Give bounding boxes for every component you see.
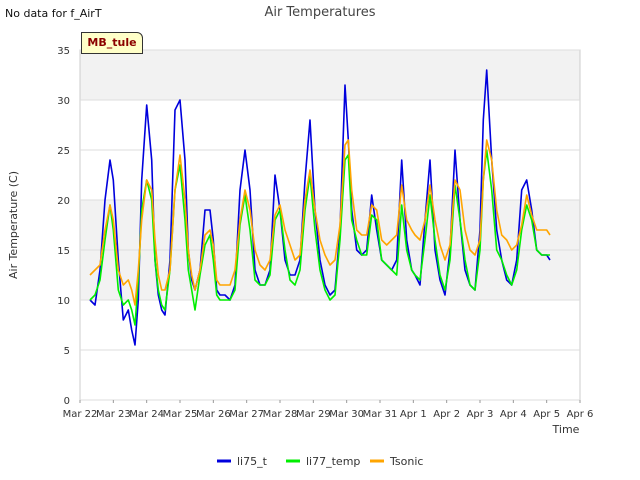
x-tick-label: Mar 31 xyxy=(363,409,398,420)
no-data-note: No data for f_AirT xyxy=(5,7,102,20)
x-tick-label: Apr 2 xyxy=(433,409,460,420)
y-tick-label: 0 xyxy=(64,396,70,407)
y-tick-label: 20 xyxy=(57,196,70,207)
legend-label: li75_t xyxy=(237,455,268,468)
x-tick-label: Mar 28 xyxy=(263,409,298,420)
series-line-li77_temp xyxy=(89,149,550,326)
site-badge: MB_tule xyxy=(81,32,143,54)
x-tick-label: Mar 23 xyxy=(96,409,131,420)
series-line-Tsonic xyxy=(89,139,551,306)
y-axis-ticks: 0 5 10 15 20 25 30 35 xyxy=(57,46,70,407)
series-lines xyxy=(89,69,551,346)
x-tick-label: Mar 22 xyxy=(63,409,98,420)
y-tick-label: 15 xyxy=(57,246,70,257)
y-tick-label: 30 xyxy=(57,96,70,107)
x-tick-label: Mar 25 xyxy=(163,409,198,420)
x-tick-label: Mar 29 xyxy=(296,409,331,420)
y-axis-label: Air Temperature (C) xyxy=(7,171,20,279)
x-tick-label: Apr 3 xyxy=(467,409,494,420)
x-tick-label: Apr 6 xyxy=(567,409,594,420)
legend-label: Tsonic xyxy=(389,455,423,468)
chart-title: Air Temperatures xyxy=(264,5,375,20)
y-tick-label: 35 xyxy=(57,46,70,57)
x-tick-label: Apr 4 xyxy=(500,409,527,420)
x-tick-label: Apr 1 xyxy=(400,409,427,420)
background-band xyxy=(80,50,580,100)
x-tick-label: Mar 24 xyxy=(129,409,164,420)
x-tick-label: Mar 26 xyxy=(196,409,231,420)
x-tick-label: Apr 5 xyxy=(533,409,560,420)
y-tick-label: 10 xyxy=(57,296,70,307)
x-tick-label: Mar 27 xyxy=(229,409,264,420)
legend: li75_t li77_temp Tsonic xyxy=(217,455,423,468)
x-tick-label: Mar 30 xyxy=(329,409,364,420)
x-axis-label: Time xyxy=(552,423,580,436)
legend-label: li77_temp xyxy=(306,455,360,468)
y-tick-label: 5 xyxy=(64,346,70,357)
y-tick-label: 25 xyxy=(57,146,70,157)
